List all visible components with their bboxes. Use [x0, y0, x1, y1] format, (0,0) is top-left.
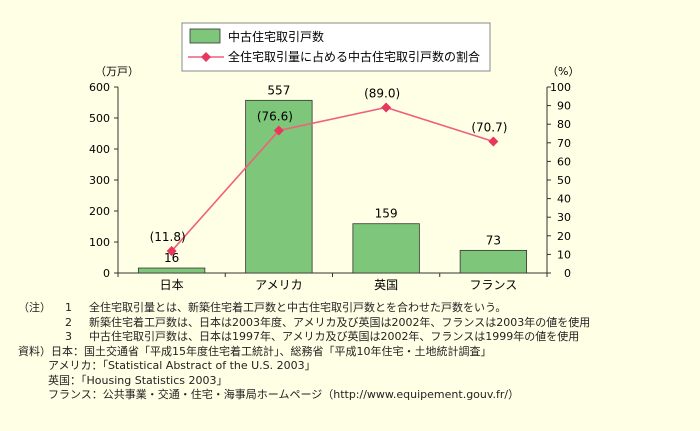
legend-bar-swatch [189, 28, 221, 44]
y-right-tick-label: 10 [557, 248, 571, 261]
x-tick-label: 日本 [160, 278, 184, 292]
bar [352, 223, 420, 274]
y-left-tick-label: 200 [89, 205, 110, 218]
y-right-tick-label: 100 [550, 81, 571, 94]
chart: 中古住宅取引戸数 全住宅取引量に占める中古住宅取引戸数の割合 （万戸） （%） … [89, 22, 579, 292]
bar [459, 249, 528, 274]
legend-box [181, 22, 491, 72]
bar-value-label: 159 [375, 207, 398, 221]
note-2: 2 新築住宅着工戸数は、日本は2003年度、アメリカ及び英国は2002年、フランス… [65, 315, 591, 329]
line-layer: (11.8) (76.6) (89.0) (70.7) [150, 86, 507, 257]
notes: （注） 1 全住宅取引量とは、新築住宅着工戸数と中古住宅取引戸数とを合わせた戸数をい… [18, 301, 694, 403]
y-right-tick-label: 20 [557, 230, 571, 243]
sources-prefix: 資料） [18, 344, 51, 358]
y-right-tick-label: 30 [557, 211, 571, 224]
y-left-tick-label: 400 [89, 143, 110, 156]
line-point [381, 102, 392, 113]
note-1: （注） 1 全住宅取引量とは、新築住宅着工戸数と中古住宅取引戸数とを合わせた戸数をい… [18, 301, 507, 314]
line-point [273, 125, 284, 136]
y-right-tick-label: 70 [557, 137, 571, 150]
bar-value-label: 16 [164, 251, 179, 265]
y-left-tick-label: 300 [89, 174, 110, 187]
y-right-tick-label: 40 [557, 193, 571, 206]
y-right-tick-label: 90 [557, 100, 571, 113]
legend-bar-label: 中古住宅取引戸数 [228, 29, 324, 44]
x-tick-label: 英国 [374, 278, 398, 292]
note-3: 3 中古住宅取引戸数は、日本は1997年、アメリカ及び英国は2002年、フランスは… [65, 330, 580, 343]
bar [137, 267, 206, 274]
notes-prefix: （注） [18, 301, 51, 314]
line-series [171, 106, 494, 252]
source-1: 資料）日本：国土交通省「平成15年度住宅着工統計」、総務省「平成10年住宅・土地… [18, 344, 492, 358]
y-left-tick-label: 0 [103, 267, 110, 280]
y-right-tick-label: 60 [557, 155, 571, 168]
line-value-label: (76.6) [257, 110, 293, 124]
y-left-tick-label: 600 [89, 81, 110, 94]
x-tick-label: フランス [469, 278, 517, 292]
legend-line-label: 全住宅取引量に占める中古住宅取引戸数の割合 [228, 49, 480, 64]
bar-labels: 16 557 159 73 [164, 83, 501, 265]
axes: 0 100 200 300 400 500 600 0 10 20 30 40 50 60 70 80 90 10… [89, 81, 571, 280]
y-right-unit: （%） [547, 65, 579, 78]
y-right-tick-label: 80 [557, 118, 571, 131]
line-value-label: (70.7) [471, 120, 507, 134]
y-left-unit: （万戸） [95, 65, 139, 78]
line-point [166, 246, 177, 257]
legend: 中古住宅取引戸数 全住宅取引量に占める中古住宅取引戸数の割合 [181, 22, 491, 72]
y-left-tick-label: 500 [89, 112, 110, 125]
source-3: 英国：「Housing Statistics 2003」 [48, 373, 228, 387]
source-2: アメリカ：「Statistical Abstract of the U.S. 2… [48, 359, 316, 372]
y-right-tick-label: 0 [564, 267, 571, 280]
y-right-tick-label: 50 [557, 174, 571, 187]
line-point [488, 136, 499, 147]
bars [137, 99, 528, 274]
source-4: フランス：公共事業・交通・住宅・海事局ホームページ（http://www.equ… [48, 388, 520, 401]
line-value-label: (89.0) [364, 86, 400, 100]
y-left-tick-label: 100 [89, 236, 110, 249]
legend-line-marker [201, 52, 211, 62]
bar-value-label: 557 [267, 83, 290, 97]
line-value-label: (11.8) [150, 230, 186, 244]
x-labels: 日本 アメリカ 英国 フランス [160, 278, 518, 292]
bar-value-label: 73 [486, 233, 501, 247]
x-tick-label: アメリカ [255, 278, 302, 292]
